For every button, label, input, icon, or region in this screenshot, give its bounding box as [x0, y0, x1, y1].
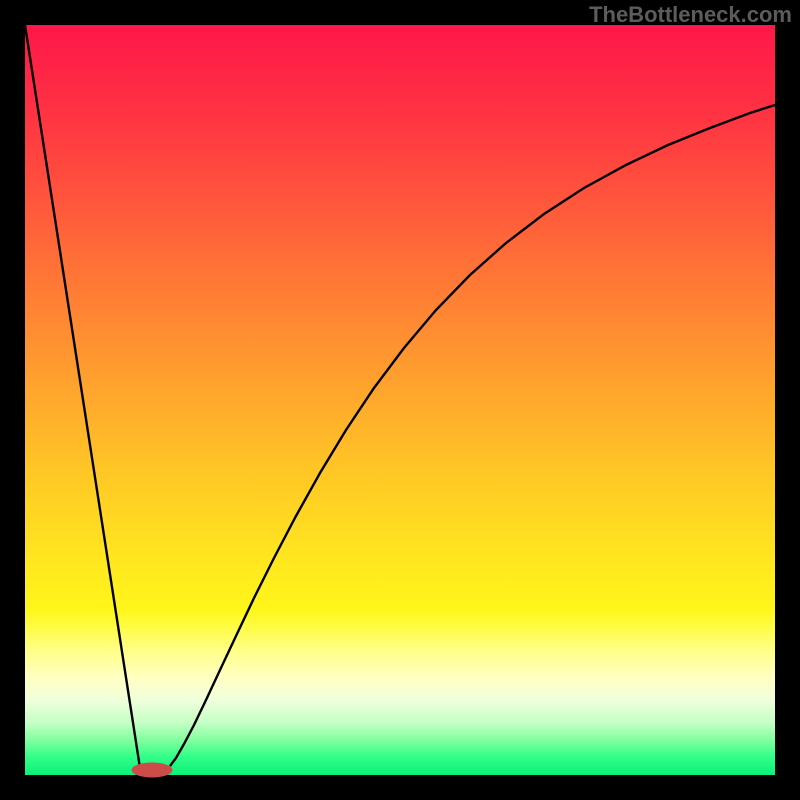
chart-container: TheBottleneck.com: [0, 0, 800, 800]
bottleneck-chart: [0, 0, 800, 800]
watermark-text: TheBottleneck.com: [589, 2, 792, 28]
bottleneck-marker: [132, 763, 172, 777]
chart-background: [25, 25, 775, 775]
